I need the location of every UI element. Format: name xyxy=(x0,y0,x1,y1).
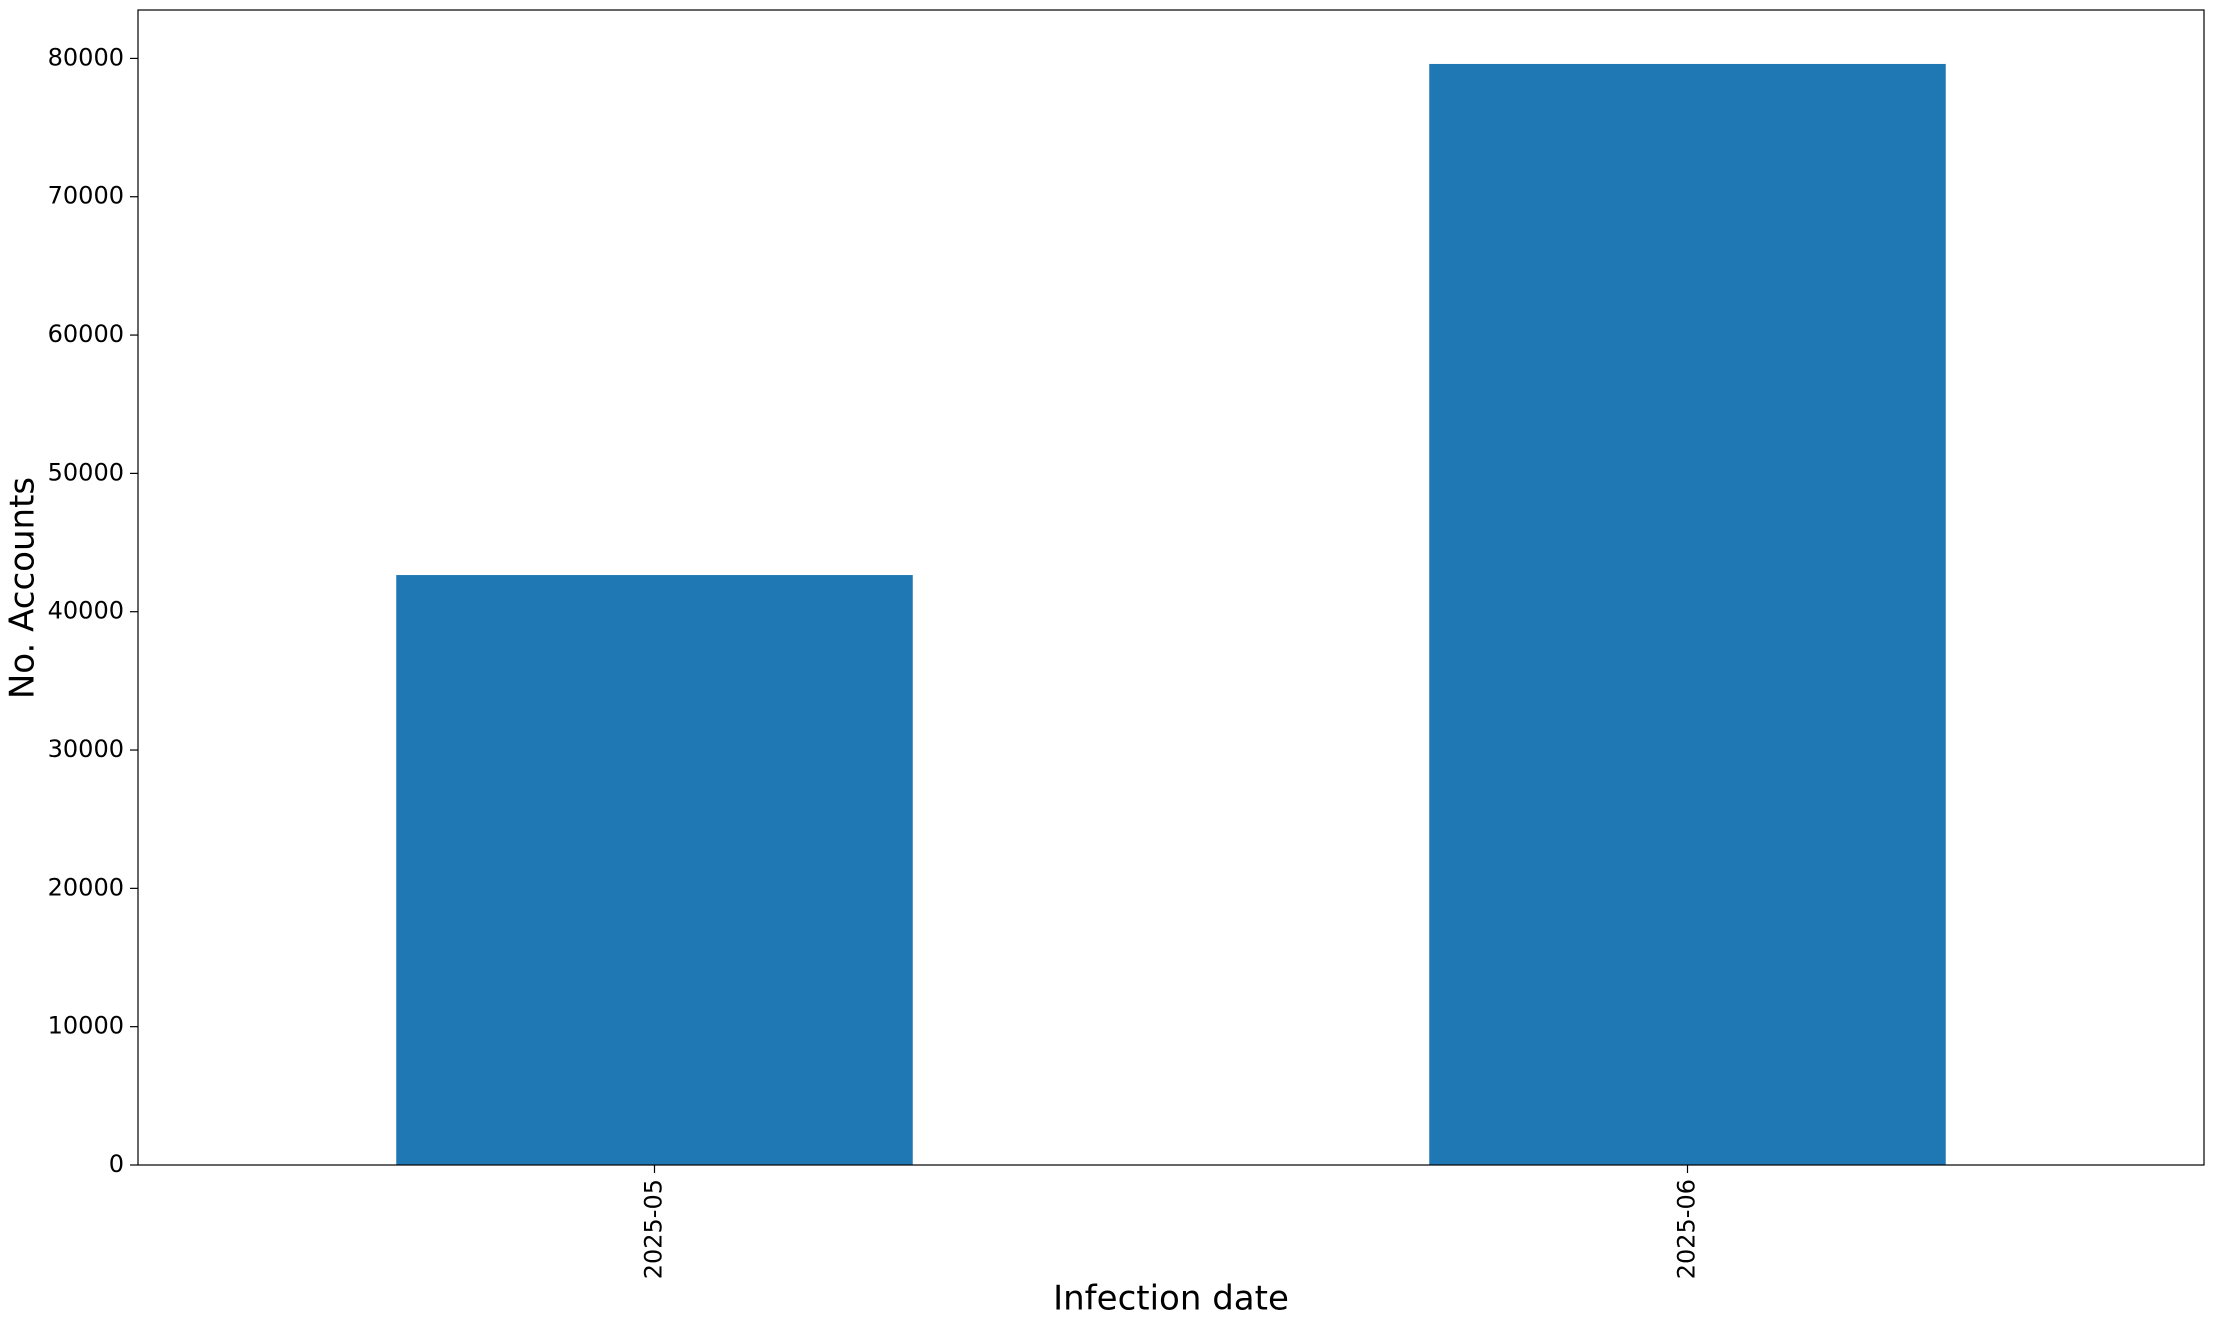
x-tick-label: 2025-05 xyxy=(640,1179,668,1279)
bar xyxy=(1429,63,1946,1166)
bar xyxy=(396,575,913,1165)
y-tick-label: 50000 xyxy=(48,458,124,486)
y-tick-label: 40000 xyxy=(48,597,124,625)
x-axis-label: Infection date xyxy=(1053,1279,1289,1319)
y-tick-label: 20000 xyxy=(48,873,124,901)
y-tick-label: 10000 xyxy=(48,1012,124,1040)
y-tick-label: 30000 xyxy=(48,735,124,763)
plot-frame xyxy=(137,9,2205,1166)
y-tick-label: 0 xyxy=(109,1150,124,1178)
y-tick-label: 70000 xyxy=(48,182,124,210)
y-axis-label: No. Accounts xyxy=(3,477,43,699)
y-tick-label: 60000 xyxy=(48,320,124,348)
x-tick-label: 2025-06 xyxy=(1673,1179,1701,1279)
y-tick-label: 80000 xyxy=(48,43,124,71)
